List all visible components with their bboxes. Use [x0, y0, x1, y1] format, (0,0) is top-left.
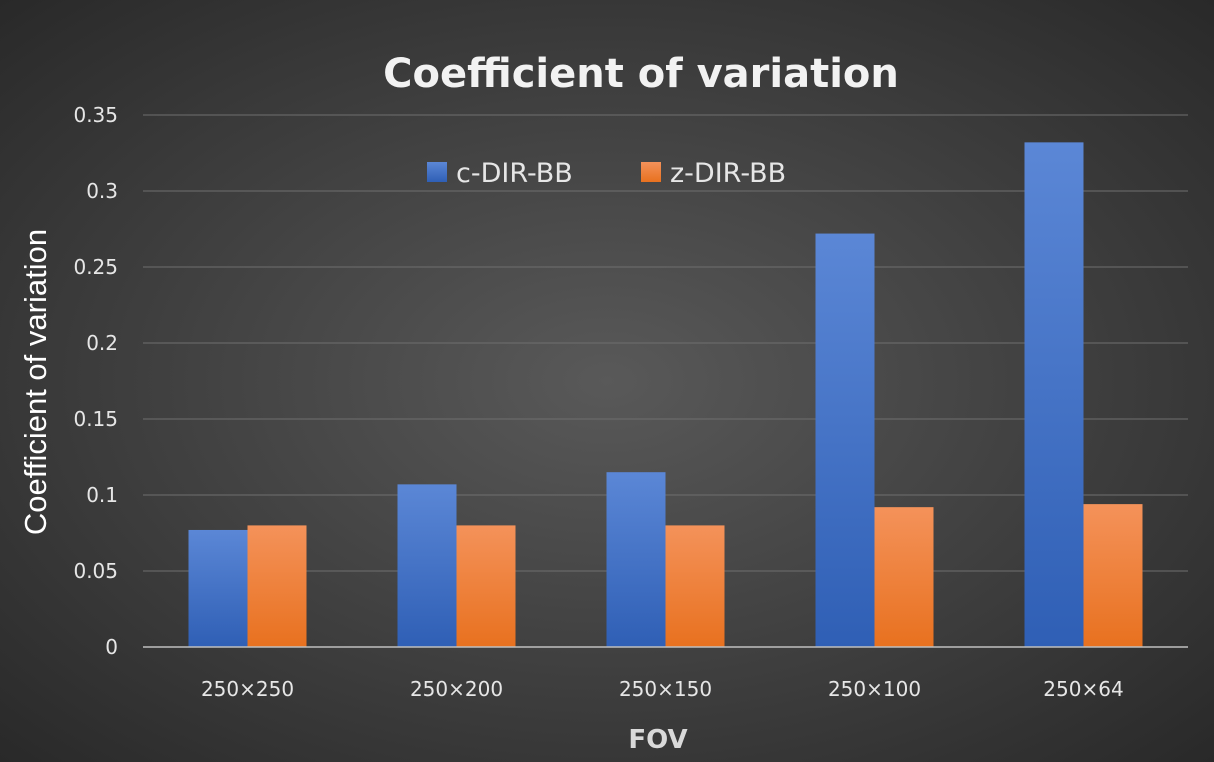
y-tick-label: 0 — [105, 635, 118, 659]
bar-z-dir-bb — [874, 507, 934, 647]
bar-z-dir-bb — [1083, 504, 1143, 647]
bar-c-dir-bb — [397, 484, 457, 647]
bar-z-dir-bb — [247, 525, 307, 647]
x-axis-label: FOV — [628, 725, 687, 755]
y-tick-label: 0.35 — [73, 103, 118, 127]
legend-label-c-dir-bb: c-DIR-BB — [456, 158, 573, 189]
chart-title: Coefficient of variation — [383, 51, 899, 97]
axes: 0 0.05 0.1 0.15 0.2 0.25 0.3 0.35 250×250 250×200… — [73, 103, 1188, 701]
y-tick-label: 0.05 — [73, 559, 118, 583]
bar-z-dir-bb — [665, 525, 725, 647]
legend-label-z-dir-bb: z-DIR-BB — [670, 158, 786, 189]
bar-c-dir-bb — [188, 529, 248, 647]
x-tick-label: 250×150 — [619, 677, 712, 701]
x-tick-label: 250×100 — [828, 677, 921, 701]
bars — [188, 142, 1143, 648]
y-tick-label: 0.3 — [86, 179, 118, 203]
bar-c-dir-bb — [1024, 142, 1084, 648]
x-tick-label: 250×250 — [201, 677, 294, 701]
y-axis-label: Coefficient of variation — [18, 229, 53, 535]
y-tick-label: 0.25 — [73, 255, 118, 279]
legend-swatch-c-dir-bb — [427, 162, 447, 182]
y-tick-label: 0.1 — [86, 483, 118, 507]
x-tick-label: 250×200 — [410, 677, 503, 701]
bar-z-dir-bb — [456, 525, 516, 647]
y-tick-label: 0.2 — [86, 331, 118, 355]
legend-swatch-z-dir-bb — [641, 162, 661, 182]
y-tick-label: 0.15 — [73, 407, 118, 431]
x-tick-label: 250×64 — [1043, 677, 1123, 701]
legend: c-DIR-BB z-DIR-BB — [427, 158, 786, 189]
bar-c-dir-bb — [606, 472, 666, 647]
bar-c-dir-bb — [815, 233, 875, 647]
